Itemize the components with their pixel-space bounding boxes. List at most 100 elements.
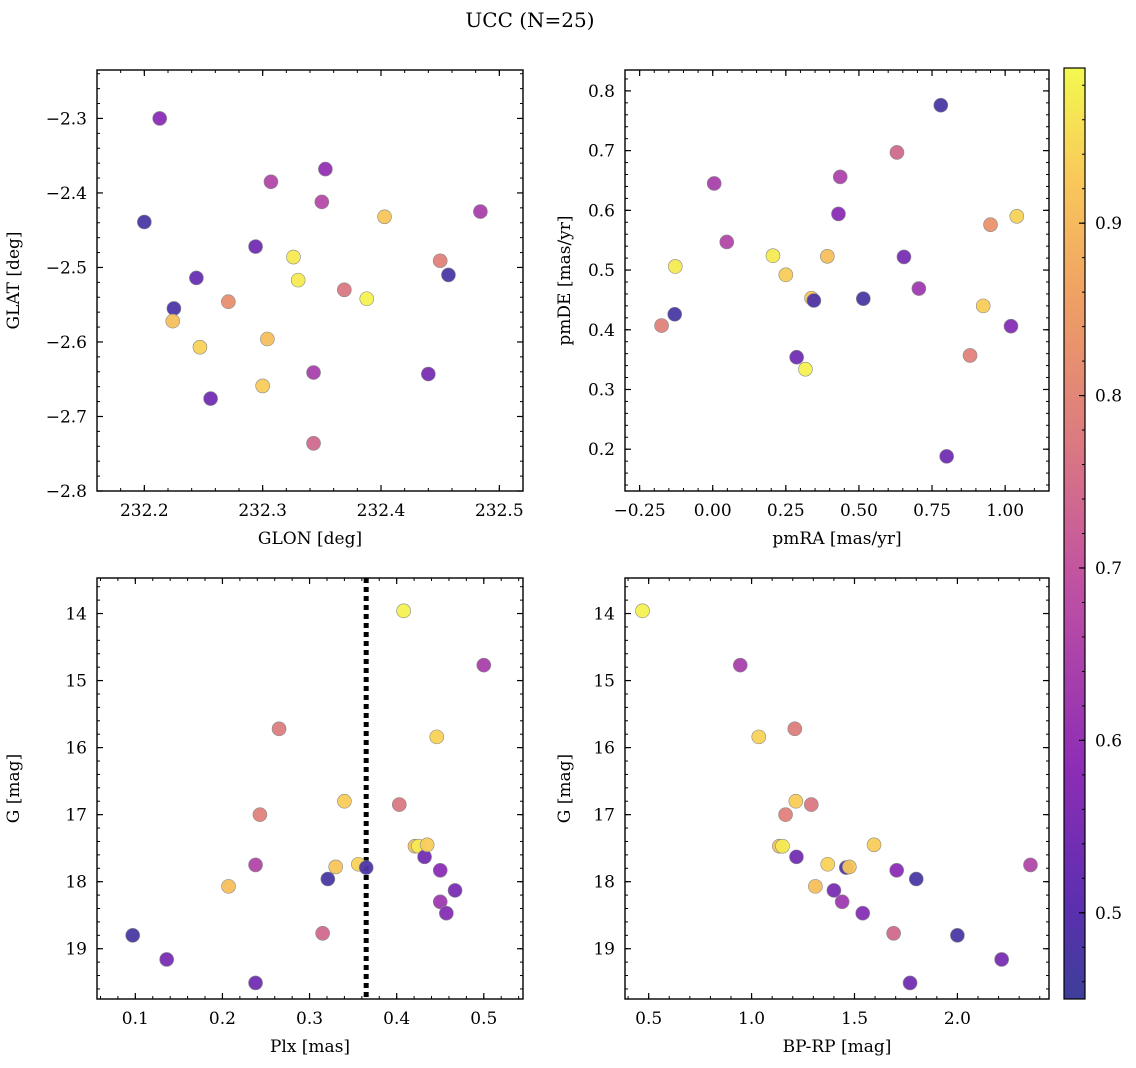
data-point [751,729,767,745]
y-axis-label: G [mag] [4,754,24,823]
data-point [635,603,650,619]
data-point [221,879,236,894]
data-point [831,206,846,222]
data-point [834,894,850,910]
data-point [473,204,488,219]
data-point [271,721,287,737]
data-point [337,793,352,809]
data-point [866,837,882,853]
y-tick-label: 15 [593,672,615,692]
data-point [806,293,822,308]
y-tick-label: 0.5 [588,261,615,281]
data-point [189,270,204,286]
data-point [933,97,949,113]
colorbar-tick-label: 0.5 [1095,904,1122,924]
x-tick-label: 0.00 [694,501,732,521]
data-point [252,807,268,822]
data-point [975,298,991,314]
data-point [315,926,330,941]
data-point [439,905,454,921]
x-tick-label: 1.0 [738,1009,765,1029]
data-point [889,145,905,160]
data-point [286,249,301,265]
y-tick-label: −2.7 [46,407,87,427]
x-tick-label: 0.5 [635,1009,662,1029]
y-tick-label: 0.2 [588,440,615,460]
data-point [429,729,445,745]
data-point [421,366,436,382]
y-tick-label: 0.3 [588,380,615,400]
y-tick-label: 14 [65,605,87,625]
data-point [983,217,998,232]
y-tick-label: 15 [65,672,87,692]
data-point [939,449,954,464]
x-tick-label: 0.3 [296,1009,323,1029]
data-point [159,952,174,967]
x-tick-label: 1.5 [841,1009,868,1029]
data-point [432,894,448,910]
data-point [855,905,871,921]
x-tick-label: 232.3 [238,501,287,521]
data-point [248,239,263,254]
y-tick-label: 19 [65,940,87,960]
y-tick-label: 16 [593,739,615,759]
y-tick-label: 0.8 [588,82,615,102]
x-axis-label: BP-RP [mag] [783,1037,892,1057]
data-point [166,301,182,316]
y-tick-label: −2.8 [46,482,87,502]
data-point [789,849,804,865]
x-tick-label: 0.75 [913,501,951,521]
data-point [314,194,330,210]
data-point [889,862,904,878]
data-point [832,169,848,185]
data-point [192,339,208,355]
data-point [654,318,669,333]
data-point [391,797,407,812]
x-axis-label: pmRA [mas/yr] [772,529,901,549]
data-point [778,807,793,822]
data-point [911,281,927,296]
colorbar-tick-label: 0.6 [1095,731,1122,751]
data-point [667,306,683,322]
axes-frame [624,577,1050,1000]
y-tick-label: −2.6 [46,333,87,353]
data-point [950,928,965,943]
panel-plx_g: 0.1 0.2 0.3 0.4 0.5 14 15 16 17 18 19 Plx [mas] G [m… [4,577,524,1057]
data-point [358,860,374,875]
x-tick-label: 2.0 [944,1009,971,1029]
data-point [1003,318,1019,334]
data-point [826,883,842,898]
y-tick-label: 17 [593,806,615,826]
axes-frame [624,69,1050,492]
y-axis-label: GLAT [deg] [4,231,24,329]
data-point [290,272,306,288]
x-tick-label: 232.5 [475,501,524,521]
data-point [732,657,748,673]
colorbar-gradient [1063,67,1086,1000]
data-point [263,174,279,190]
data-point [432,862,448,878]
data-point [798,361,813,377]
data-point [775,838,790,854]
x-tick-label: 0.25 [767,501,805,521]
data-point [778,267,794,283]
x-tick-label: 0.2 [209,1009,236,1029]
data-point [1009,209,1025,224]
data-point [248,857,263,873]
x-tick-label: −0.25 [614,501,666,521]
x-axis-label: Plx [mas] [270,1037,350,1057]
data-point [820,249,835,264]
data-point [248,975,263,991]
data-point [396,603,411,619]
x-tick-label: 1.00 [986,501,1024,521]
data-point [306,436,321,451]
data-point [441,267,456,283]
y-axis-label: G [mag] [555,754,575,823]
y-tick-label: 0.4 [588,321,615,341]
data-point [419,837,435,853]
axes-frame [96,69,524,492]
data-point [152,111,168,126]
colorbar-tick-label: 0.8 [1095,387,1122,407]
data-point [320,871,336,887]
